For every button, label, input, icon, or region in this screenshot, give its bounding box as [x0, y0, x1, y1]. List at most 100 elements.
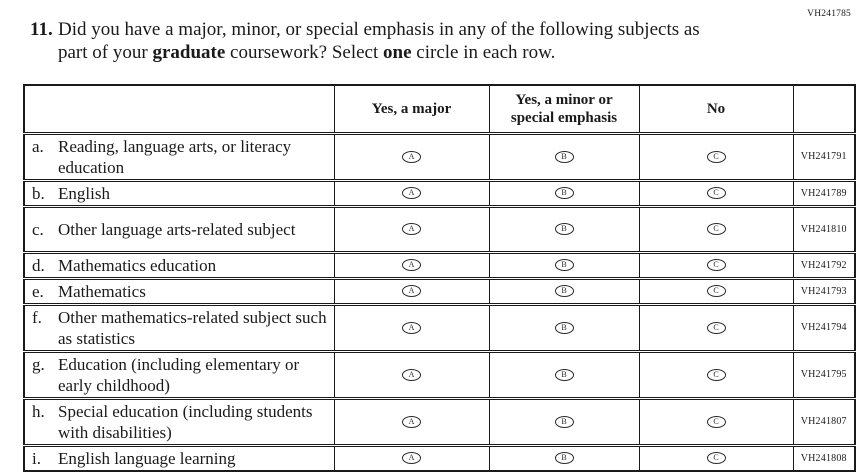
row-label-cell: b. English	[23, 178, 335, 207]
cell-no: C	[638, 178, 794, 207]
row-label-cell: d. Mathematics education	[23, 250, 335, 279]
option-bubble-b[interactable]: B	[554, 321, 574, 334]
row-letter: e.	[32, 281, 44, 301]
page-form-code: VH241785	[807, 9, 851, 19]
cell-no: C	[638, 204, 794, 253]
cell-yes-major: A	[333, 204, 490, 253]
question-line2-pre: part of your	[58, 42, 153, 63]
row-label: Mathematics education	[58, 255, 217, 275]
cell-yes-major: A	[333, 349, 490, 399]
option-bubble-c[interactable]: C	[706, 150, 726, 163]
row-label: Special education (including students wi…	[58, 401, 313, 442]
option-bubble-a[interactable]: A	[402, 150, 421, 163]
question-line1: Did you have a major, minor, or special …	[58, 19, 700, 40]
row-label-cell: g. Education (including elementary or ear…	[23, 349, 335, 399]
table-row: e. Mathematics A B C VH241793	[23, 276, 856, 305]
question-line2-end: circle in each row.	[411, 42, 556, 63]
row-item-code: VH241810	[792, 204, 856, 253]
row-letter: d.	[32, 255, 45, 275]
cell-yes-minor: B	[488, 131, 640, 181]
row-item-code: VH241789	[792, 178, 856, 207]
cell-yes-minor: B	[488, 349, 640, 399]
row-item-code: VH241795	[792, 349, 856, 399]
option-bubble-a[interactable]: A	[402, 368, 421, 381]
cell-yes-major: A	[333, 443, 490, 471]
question-number: 11.	[30, 19, 53, 40]
option-bubble-b[interactable]: B	[554, 415, 574, 428]
option-bubble-c[interactable]: C	[706, 285, 726, 298]
row-label-cell: a. Reading, language arts, or literacy ed…	[23, 131, 335, 181]
option-bubble-c[interactable]: C	[706, 415, 726, 428]
table-row: d. Mathematics education A B C VH241792	[23, 250, 856, 279]
row-label-cell: e. Mathematics	[23, 276, 335, 305]
option-bubble-b[interactable]: B	[554, 223, 574, 236]
option-bubble-a[interactable]: A	[402, 187, 421, 200]
cell-no: C	[638, 349, 794, 399]
table-row: a. Reading, language arts, or literacy ed…	[23, 131, 856, 181]
option-bubble-c[interactable]: C	[706, 259, 726, 272]
header-row: Yes, a major Yes, a minor or special emp…	[23, 84, 856, 134]
question-text: Did you have a major, minor, or special …	[58, 18, 840, 64]
row-letter: h.	[32, 401, 45, 421]
cell-yes-minor: B	[488, 178, 640, 207]
cell-no: C	[638, 302, 794, 352]
table-row: b. English A B C VH241789	[23, 178, 856, 207]
cell-yes-major: A	[333, 302, 490, 352]
cell-yes-minor: B	[488, 443, 640, 471]
option-bubble-a[interactable]: A	[402, 259, 421, 272]
table-row: h. Special education (including students …	[23, 396, 856, 446]
table-row: g. Education (including elementary or ear…	[23, 349, 856, 399]
cell-yes-major: A	[333, 178, 490, 207]
cell-yes-minor: B	[488, 276, 640, 305]
option-bubble-c[interactable]: C	[706, 368, 726, 381]
row-item-code: VH241791	[792, 131, 856, 181]
row-item-code: VH241793	[792, 276, 856, 305]
table-row: c. Other language arts-related subject A …	[23, 204, 856, 253]
cell-no: C	[638, 250, 794, 279]
question-bold-one: one	[383, 42, 412, 63]
cell-no: C	[638, 131, 794, 181]
row-label: Other mathematics-related subject such a…	[58, 307, 327, 348]
table-row: i. English language learning A B C VH2418…	[23, 443, 856, 471]
table-row: f. Other mathematics-related subject such…	[23, 302, 856, 352]
option-bubble-c[interactable]: C	[706, 223, 726, 236]
row-label-cell: c. Other language arts-related subject	[23, 204, 335, 253]
option-bubble-b[interactable]: B	[554, 259, 574, 272]
response-table: Yes, a major Yes, a minor or special emp…	[23, 84, 856, 472]
row-letter: c.	[32, 219, 44, 239]
row-label-cell: i. English language learning	[23, 443, 335, 471]
row-label: English language learning	[58, 448, 236, 468]
option-bubble-a[interactable]: A	[402, 321, 421, 334]
cell-no: C	[638, 443, 794, 471]
option-bubble-b[interactable]: B	[554, 150, 574, 163]
option-bubble-a[interactable]: A	[402, 285, 421, 298]
option-bubble-b[interactable]: B	[554, 368, 574, 381]
row-letter: b.	[32, 183, 45, 203]
row-item-code: VH241808	[792, 443, 856, 471]
cell-yes-major: A	[333, 250, 490, 279]
option-bubble-b[interactable]: B	[554, 285, 574, 298]
cell-no: C	[638, 276, 794, 305]
row-label: English	[58, 183, 110, 203]
cell-no: C	[638, 396, 794, 446]
row-label-cell: h. Special education (including students …	[23, 396, 335, 446]
option-bubble-b[interactable]: B	[554, 187, 574, 200]
header-no: No	[638, 84, 794, 134]
header-yes-minor: Yes, a minor or special emphasis	[488, 84, 640, 134]
option-bubble-b[interactable]: B	[554, 452, 574, 465]
option-bubble-a[interactable]: A	[402, 415, 421, 428]
option-bubble-c[interactable]: C	[706, 321, 726, 334]
option-bubble-c[interactable]: C	[706, 187, 726, 200]
cell-yes-minor: B	[488, 250, 640, 279]
option-bubble-a[interactable]: A	[402, 452, 421, 465]
row-label: Education (including elementary or early…	[58, 354, 300, 395]
option-bubble-a[interactable]: A	[402, 223, 421, 236]
row-label: Mathematics	[58, 281, 146, 301]
option-bubble-c[interactable]: C	[706, 452, 726, 465]
row-letter: i.	[32, 448, 41, 468]
cell-yes-major: A	[333, 131, 490, 181]
cell-yes-major: A	[333, 396, 490, 446]
question-line2-mid: coursework? Select	[225, 42, 384, 63]
question-bold-graduate: graduate	[152, 42, 226, 63]
question-block: 11. Did you have a major, minor, or spec…	[30, 18, 840, 64]
